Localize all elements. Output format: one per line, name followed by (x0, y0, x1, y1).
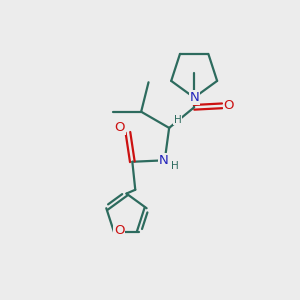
Text: H: H (173, 115, 181, 125)
Text: H: H (171, 160, 179, 171)
Text: O: O (114, 122, 125, 134)
Text: O: O (224, 99, 234, 112)
Text: N: N (158, 154, 168, 167)
Text: O: O (114, 224, 124, 237)
Text: N: N (189, 91, 199, 104)
